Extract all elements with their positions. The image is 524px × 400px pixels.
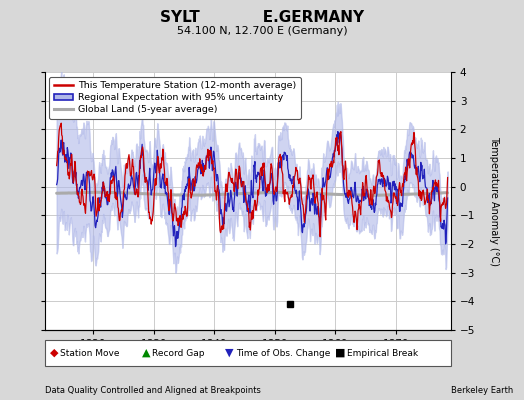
Text: SYLT            E.GERMANY: SYLT E.GERMANY [160,10,364,25]
Text: Station Move: Station Move [60,348,120,358]
Y-axis label: Temperature Anomaly (°C): Temperature Anomaly (°C) [489,136,499,266]
Text: Time of Obs. Change: Time of Obs. Change [236,348,330,358]
Text: 54.100 N, 12.700 E (Germany): 54.100 N, 12.700 E (Germany) [177,26,347,36]
Text: Data Quality Controlled and Aligned at Breakpoints: Data Quality Controlled and Aligned at B… [45,386,260,395]
Text: ▼: ▼ [225,348,234,358]
Text: ◆: ◆ [50,348,58,358]
Text: Berkeley Earth: Berkeley Earth [451,386,513,395]
Legend: This Temperature Station (12-month average), Regional Expectation with 95% uncer: This Temperature Station (12-month avera… [49,77,301,119]
Text: ▲: ▲ [141,348,150,358]
Text: Empirical Break: Empirical Break [347,348,419,358]
Text: Record Gap: Record Gap [152,348,204,358]
Text: ■: ■ [335,348,346,358]
